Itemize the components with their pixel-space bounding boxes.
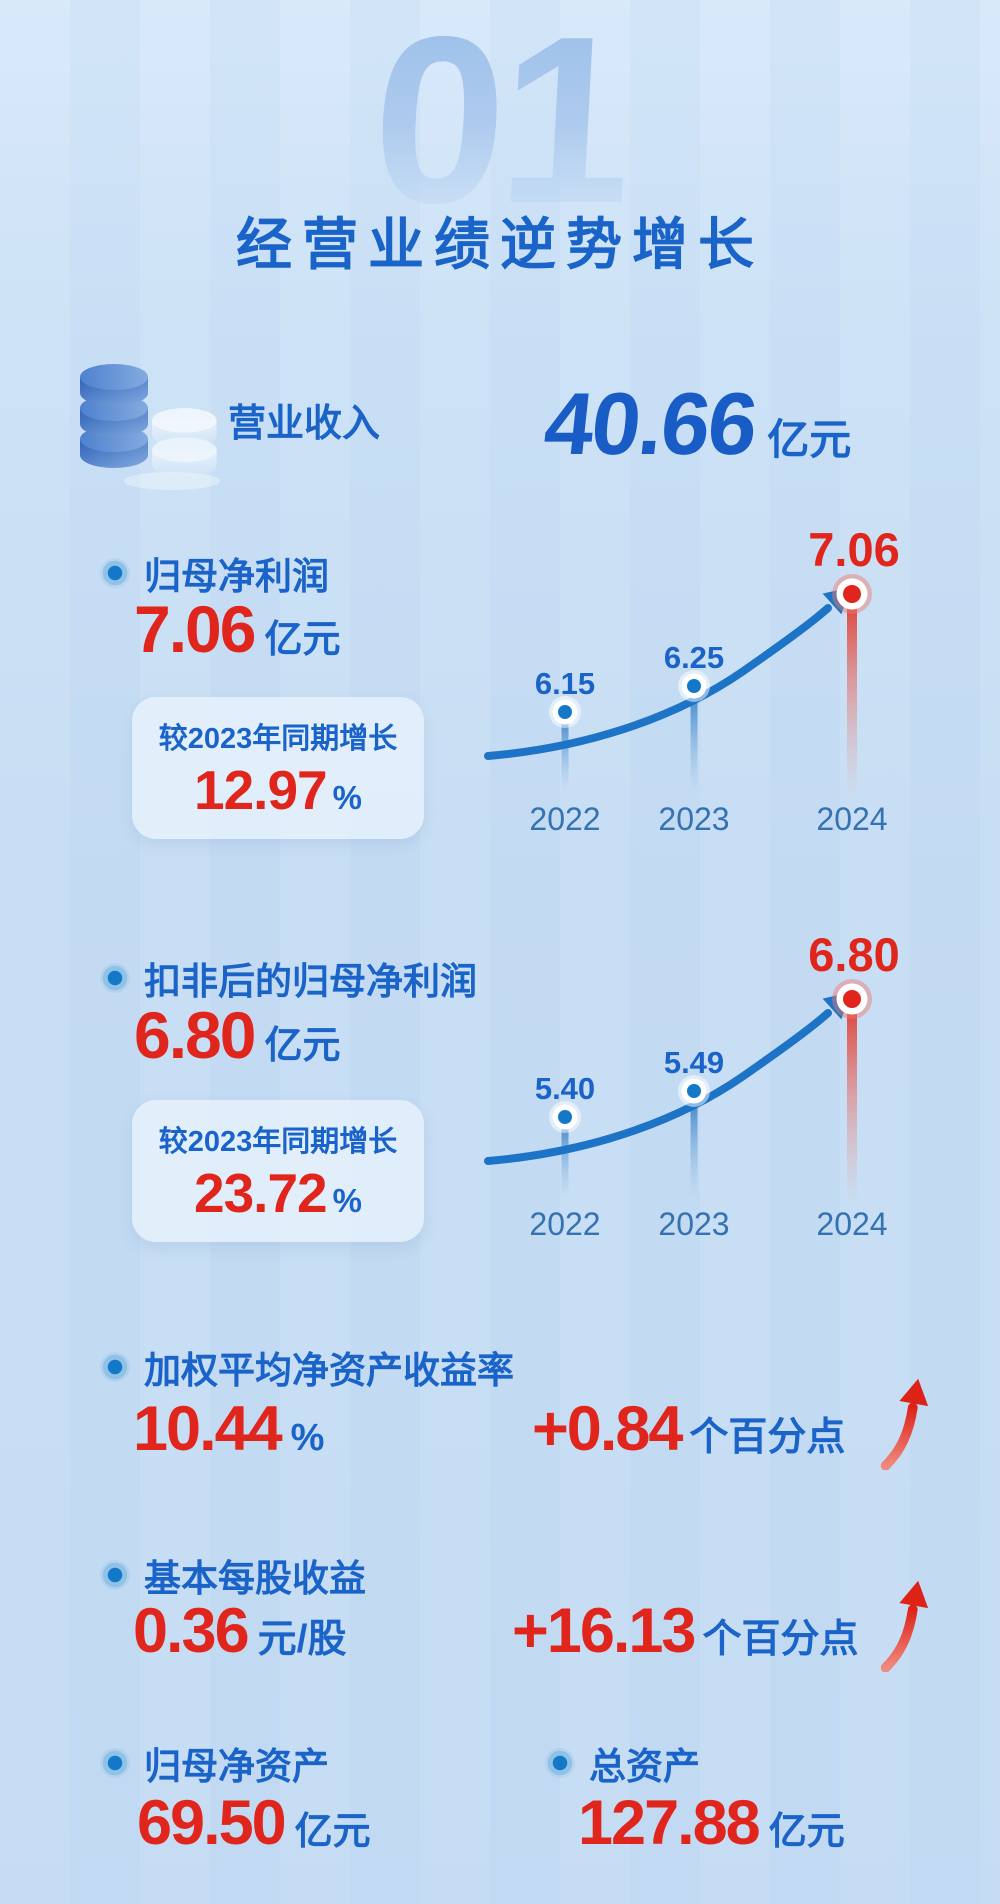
roe-header: 加权平均净资产收益率	[100, 1340, 514, 1394]
eps-change-unit: 个百分点	[702, 1618, 859, 1661]
bullet-icon	[545, 1748, 575, 1778]
data-point-stem-2023	[690, 1091, 698, 1197]
net-profit-value: 7.06	[134, 592, 256, 666]
growth-value-row: 23.72 %	[132, 1166, 424, 1221]
value-label-2023: 6.25	[664, 640, 724, 675]
data-point-marker-2024	[832, 574, 872, 614]
roe-value: 10.44	[133, 1394, 283, 1464]
up-arrow-icon	[880, 1378, 929, 1470]
data-point-stem-2023	[690, 686, 698, 792]
eps-change-value: +16.13	[512, 1596, 696, 1666]
data-point-stem-2024	[847, 999, 857, 1205]
net-profit-header: 归母净利润	[100, 546, 329, 600]
growth-value: 12.97	[194, 759, 328, 821]
data-point-stem-2022	[561, 1117, 569, 1197]
value-label-2022: 6.15	[535, 666, 595, 701]
net-assets-value-row: 69.50 亿元	[137, 1792, 371, 1855]
eps-value-row: 0.36 元/股	[133, 1600, 346, 1664]
total-assets-value-row: 127.88 亿元	[578, 1792, 845, 1855]
eps-label: 基本每股收益	[144, 1558, 366, 1599]
data-point-marker-2022	[549, 1101, 581, 1133]
x-axis-label-2024: 2024	[816, 801, 887, 837]
net-profit-growth-box: 较2023年同期增长 12.97 %	[132, 697, 424, 839]
eps-unit: 元/股	[257, 1618, 347, 1661]
growth-unit-percent: %	[332, 779, 362, 816]
roe-change-row: +0.84 个百分点	[532, 1398, 845, 1462]
value-label-2023: 5.49	[664, 1045, 724, 1080]
total-assets-label: 总资产	[589, 1746, 700, 1787]
data-point-stem-2022	[561, 712, 569, 792]
x-axis-label-2022: 2022	[529, 801, 600, 837]
roe-label: 加权平均净资产收益率	[144, 1350, 514, 1391]
bullet-icon	[100, 963, 130, 993]
net-profit-label: 归母净利润	[144, 556, 329, 597]
revenue-value-row: 40.66 亿元	[540, 374, 852, 473]
deducted-net-profit-value: 6.80	[134, 998, 256, 1072]
net-assets-value: 69.50	[137, 1788, 287, 1858]
x-axis-label-2023: 2023	[658, 1206, 729, 1242]
net-assets-label: 归母净资产	[144, 1746, 329, 1787]
roe-unit-percent: %	[290, 1417, 325, 1459]
up-arrow-icon	[880, 1580, 929, 1672]
bullet-icon	[100, 558, 130, 588]
growth-value: 23.72	[194, 1162, 328, 1224]
net-profit-unit: 亿元	[264, 619, 341, 661]
net-assets-unit: 亿元	[294, 1811, 371, 1853]
revenue-unit: 亿元	[767, 416, 852, 463]
data-point-stem-2024	[847, 594, 857, 800]
deducted-net-profit-value-row: 6.80 亿元	[134, 1002, 340, 1069]
value-label-2022: 5.40	[535, 1071, 595, 1106]
deducted-net-profit-header: 扣非后的归母净利润	[100, 951, 477, 1005]
revenue-label: 营业收入	[228, 403, 381, 445]
growth-caption: 较2023年同期增长	[158, 1126, 398, 1158]
roe-change-unit: 个百分点	[689, 1416, 846, 1459]
net-assets-header: 归母净资产	[100, 1736, 329, 1790]
eps-header: 基本每股收益	[100, 1548, 366, 1602]
eps-change-row: +16.13 个百分点	[512, 1600, 858, 1664]
deducted-net-profit-growth-box: 较2023年同期增长 23.72 %	[132, 1100, 424, 1242]
total-assets-header: 总资产	[545, 1736, 700, 1790]
data-point-marker-2023	[678, 670, 710, 702]
page-title: 经营业绩逆势增长	[236, 213, 764, 276]
deducted-net-profit-trend-chart: 5.40 5.49 6.80 2022 2023 2024	[484, 928, 900, 1242]
growth-value-row: 12.97 %	[132, 763, 424, 818]
eps-value: 0.36	[133, 1596, 250, 1666]
total-assets-unit: 亿元	[768, 1811, 845, 1853]
deducted-net-profit-label: 扣非后的归母净利润	[144, 961, 477, 1002]
data-point-marker-2024	[832, 979, 872, 1019]
roe-change-value: +0.84	[532, 1394, 683, 1464]
growth-caption: 较2023年同期增长	[158, 723, 398, 755]
data-point-marker-2023	[678, 1075, 710, 1107]
value-label-2024: 7.06	[808, 523, 899, 576]
bullet-icon	[100, 1748, 130, 1778]
bullet-icon	[100, 1352, 130, 1382]
x-axis-label-2024: 2024	[816, 1206, 887, 1242]
net-profit-value-row: 7.06 亿元	[134, 596, 340, 663]
data-point-marker-2022	[549, 696, 581, 728]
growth-unit-percent: %	[332, 1182, 362, 1219]
net-profit-trend-chart: 6.15 6.25 7.06 2022 2023 2024	[484, 523, 900, 837]
x-axis-label-2023: 2023	[658, 801, 729, 837]
deducted-net-profit-unit: 亿元	[264, 1025, 341, 1067]
total-assets-value: 127.88	[578, 1788, 761, 1858]
coins-stack-icon	[80, 364, 220, 490]
bullet-icon	[100, 1560, 130, 1590]
revenue-value: 40.66	[539, 374, 761, 473]
roe-value-row: 10.44 %	[133, 1398, 324, 1461]
value-label-2024: 6.80	[808, 928, 899, 981]
x-axis-label-2022: 2022	[529, 1206, 600, 1242]
